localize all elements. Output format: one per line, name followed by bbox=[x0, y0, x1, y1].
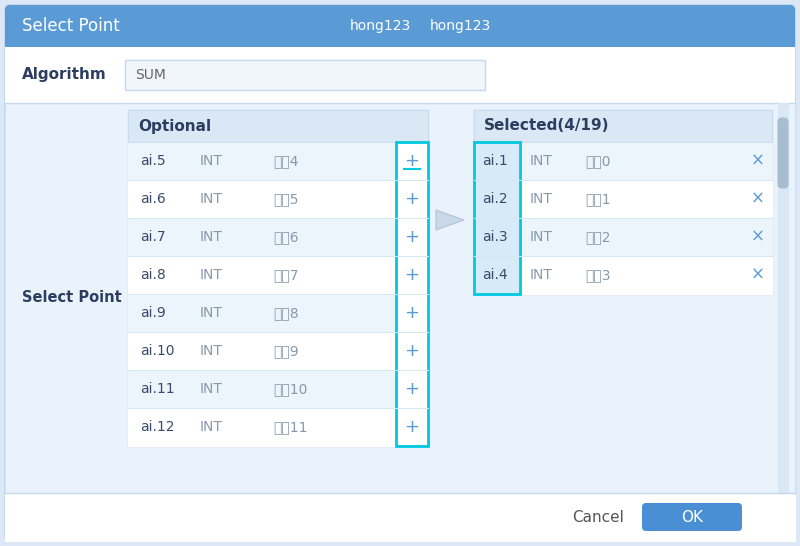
Text: ai.7: ai.7 bbox=[140, 230, 166, 244]
Text: INT: INT bbox=[530, 192, 553, 206]
Text: ai.4: ai.4 bbox=[482, 268, 508, 282]
Bar bbox=[396, 332, 428, 370]
Text: ai.12: ai.12 bbox=[140, 420, 174, 434]
Text: INT: INT bbox=[530, 268, 553, 282]
Bar bbox=[520, 180, 772, 218]
Text: INT: INT bbox=[200, 230, 223, 244]
Text: INT: INT bbox=[200, 344, 223, 358]
Text: +: + bbox=[405, 418, 419, 436]
Text: ai.6: ai.6 bbox=[140, 192, 166, 206]
Bar bbox=[474, 218, 520, 256]
Text: ai.10: ai.10 bbox=[140, 344, 174, 358]
Text: +: + bbox=[405, 266, 419, 284]
FancyBboxPatch shape bbox=[5, 5, 795, 47]
Text: 测兗1: 测兗1 bbox=[585, 192, 610, 206]
Bar bbox=[520, 218, 772, 256]
Bar bbox=[474, 142, 520, 294]
Bar bbox=[474, 110, 772, 294]
Text: Cancel: Cancel bbox=[572, 509, 624, 525]
Bar bbox=[520, 256, 772, 294]
Bar bbox=[396, 180, 428, 218]
Bar bbox=[474, 180, 520, 218]
Text: ai.8: ai.8 bbox=[140, 268, 166, 282]
Bar bbox=[520, 142, 772, 180]
Text: 测兗11: 测兗11 bbox=[273, 420, 307, 434]
Text: OK: OK bbox=[681, 509, 703, 525]
Text: ai.2: ai.2 bbox=[482, 192, 508, 206]
Text: ai.3: ai.3 bbox=[482, 230, 508, 244]
Text: ×: × bbox=[751, 266, 765, 284]
Bar bbox=[128, 110, 428, 142]
Text: 测兗10: 测兗10 bbox=[273, 382, 307, 396]
FancyBboxPatch shape bbox=[5, 5, 795, 541]
Bar bbox=[396, 218, 428, 256]
Text: hong123: hong123 bbox=[350, 19, 411, 33]
Text: ×: × bbox=[751, 152, 765, 170]
Text: 测兗9: 测兗9 bbox=[273, 344, 298, 358]
Text: INT: INT bbox=[200, 382, 223, 396]
Text: ai.1: ai.1 bbox=[482, 154, 508, 168]
Text: 测兗6: 测兗6 bbox=[273, 230, 298, 244]
Text: 测兗7: 测兗7 bbox=[273, 268, 298, 282]
Bar bbox=[128, 408, 396, 446]
Bar bbox=[128, 142, 396, 180]
Text: Algorithm: Algorithm bbox=[22, 68, 106, 82]
Bar bbox=[396, 142, 428, 180]
Text: hong123: hong123 bbox=[430, 19, 491, 33]
Text: +: + bbox=[405, 190, 419, 208]
Text: +: + bbox=[405, 304, 419, 322]
Text: INT: INT bbox=[200, 154, 223, 168]
Text: INT: INT bbox=[200, 420, 223, 434]
Text: ×: × bbox=[751, 228, 765, 246]
Text: Optional: Optional bbox=[138, 118, 211, 134]
Text: +: + bbox=[405, 152, 419, 170]
Text: ai.11: ai.11 bbox=[140, 382, 174, 396]
Bar bbox=[128, 370, 396, 408]
Bar bbox=[396, 142, 428, 446]
Bar bbox=[5, 103, 795, 493]
Bar bbox=[474, 256, 520, 294]
Polygon shape bbox=[436, 210, 464, 230]
Bar bbox=[128, 218, 396, 256]
Text: ai.9: ai.9 bbox=[140, 306, 166, 320]
Text: SUM: SUM bbox=[135, 68, 166, 82]
Text: INT: INT bbox=[530, 154, 553, 168]
Bar bbox=[5, 28, 795, 47]
Bar bbox=[396, 408, 428, 446]
Bar bbox=[128, 180, 396, 218]
Bar bbox=[128, 110, 428, 446]
Text: +: + bbox=[405, 342, 419, 360]
Text: INT: INT bbox=[200, 192, 223, 206]
Bar bbox=[128, 332, 396, 370]
Text: INT: INT bbox=[200, 268, 223, 282]
Text: ×: × bbox=[751, 190, 765, 208]
Bar bbox=[396, 370, 428, 408]
Text: +: + bbox=[405, 380, 419, 398]
Text: +: + bbox=[405, 228, 419, 246]
Bar bbox=[125, 60, 485, 90]
Text: 测兗4: 测兗4 bbox=[273, 154, 298, 168]
Bar bbox=[396, 256, 428, 294]
Text: INT: INT bbox=[530, 230, 553, 244]
Text: 测兗0: 测兗0 bbox=[585, 154, 610, 168]
Bar bbox=[5, 493, 795, 541]
Text: Selected(4/19): Selected(4/19) bbox=[484, 118, 610, 134]
Text: Select Point: Select Point bbox=[22, 17, 120, 35]
FancyBboxPatch shape bbox=[642, 503, 742, 531]
Text: 测兗2: 测兗2 bbox=[585, 230, 610, 244]
Bar bbox=[128, 256, 396, 294]
Text: 测兗3: 测兗3 bbox=[585, 268, 610, 282]
Text: ai.5: ai.5 bbox=[140, 154, 166, 168]
FancyBboxPatch shape bbox=[778, 118, 788, 188]
Text: 测兗8: 测兗8 bbox=[273, 306, 298, 320]
Bar bbox=[474, 142, 520, 180]
Text: 测兗5: 测兗5 bbox=[273, 192, 298, 206]
Bar bbox=[474, 110, 772, 142]
Text: Select Point: Select Point bbox=[22, 290, 122, 306]
Bar bbox=[128, 294, 396, 332]
Bar bbox=[778, 103, 788, 493]
Bar bbox=[396, 294, 428, 332]
Text: INT: INT bbox=[200, 306, 223, 320]
